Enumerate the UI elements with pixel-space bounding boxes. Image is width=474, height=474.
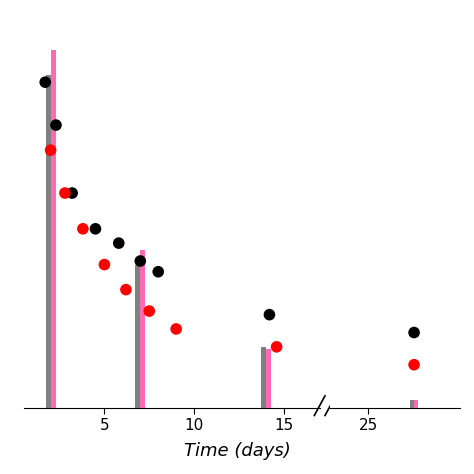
Point bbox=[41, 78, 49, 86]
Point bbox=[137, 257, 144, 265]
Point bbox=[122, 286, 130, 293]
Point bbox=[173, 325, 180, 333]
Point bbox=[100, 261, 108, 268]
Bar bbox=[261, 347, 266, 408]
Point bbox=[410, 329, 418, 337]
Point bbox=[265, 311, 273, 319]
Point bbox=[52, 121, 60, 129]
Bar bbox=[266, 349, 271, 408]
Bar bbox=[410, 401, 414, 408]
Text: Time (days): Time (days) bbox=[183, 442, 291, 460]
Point bbox=[91, 225, 99, 233]
Bar bbox=[136, 264, 140, 408]
Bar bbox=[140, 250, 145, 408]
Point bbox=[410, 361, 418, 368]
Point bbox=[273, 343, 281, 351]
Bar bbox=[414, 401, 418, 408]
Point bbox=[79, 225, 87, 233]
Bar bbox=[46, 75, 51, 408]
Point bbox=[61, 189, 69, 197]
Point bbox=[47, 146, 55, 154]
Point bbox=[155, 268, 162, 275]
Bar bbox=[51, 50, 55, 408]
Point bbox=[68, 189, 76, 197]
Point bbox=[115, 239, 123, 247]
Point bbox=[146, 307, 153, 315]
